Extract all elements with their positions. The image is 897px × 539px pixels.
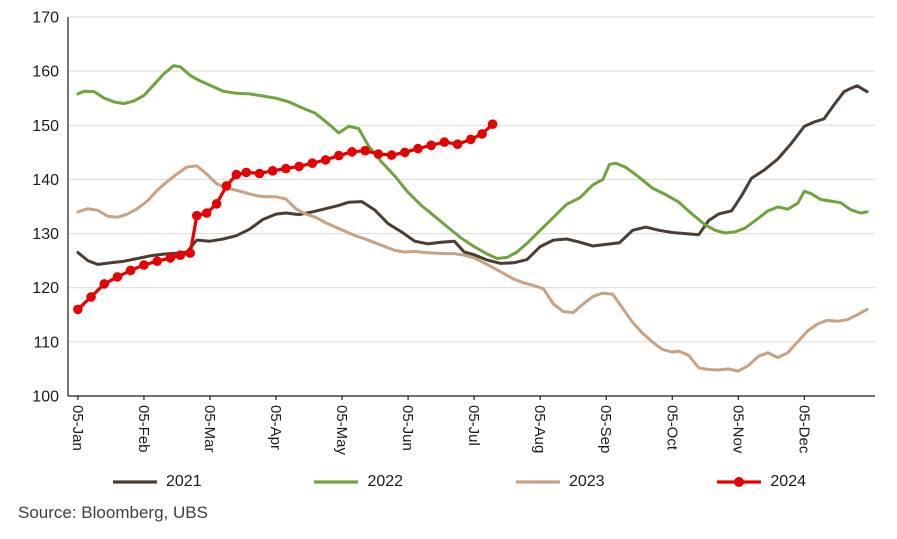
series-2024-marker <box>281 163 291 174</box>
series-2024-marker <box>185 248 195 258</box>
x-tick-label: 05-Aug <box>531 405 548 453</box>
y-tick-label: 100 <box>32 389 59 406</box>
series-2024-marker <box>125 265 136 276</box>
series-2024-marker <box>112 272 123 282</box>
x-tick-label: 05-Mar <box>201 405 218 453</box>
series-2024-marker <box>373 149 384 159</box>
series-2024-marker <box>211 199 222 209</box>
series-2024-marker <box>413 143 423 154</box>
y-tick-label: 110 <box>33 334 59 351</box>
series-2024-marker <box>320 155 331 165</box>
series-2024-marker <box>73 304 83 315</box>
series-2024-marker <box>221 181 232 191</box>
legend-item-2021: 2021 <box>112 473 202 491</box>
series-2024-marker <box>201 208 212 218</box>
legend-swatch-2022 <box>314 480 359 484</box>
series-2024-marker <box>386 150 397 160</box>
x-tick-label: 05-Dec <box>795 405 812 454</box>
legend-swatch-2021 <box>113 480 157 484</box>
series-2024-marker <box>452 139 463 149</box>
y-tick-label: 160 <box>32 64 59 81</box>
legend-item-2022: 2022 <box>313 473 403 491</box>
legend-swatch-2023 <box>515 480 560 484</box>
y-tick-label: 150 <box>32 118 59 135</box>
series-2022-line <box>76 64 869 260</box>
series-2024-marker <box>347 147 357 157</box>
series-2023-line <box>76 164 869 373</box>
series-2024-marker <box>139 260 149 270</box>
y-tick-label: 170 <box>32 10 59 27</box>
series-2024-marker <box>254 168 265 179</box>
series-2021-line <box>76 84 869 266</box>
series-2024-marker <box>165 253 176 263</box>
series-2024-marker <box>231 169 242 180</box>
series-2024-marker <box>466 134 476 145</box>
legend-label: 2022 <box>367 473 404 490</box>
series-2024-marker <box>426 140 437 151</box>
legend-label: 2021 <box>166 473 202 490</box>
source-note: Source: Bloomberg, UBS <box>18 503 208 522</box>
series-2024-marker <box>360 145 371 156</box>
x-tick-label: 05-Sep <box>597 405 614 453</box>
series-2024-marker <box>487 119 498 129</box>
legend-item-2024: 2024 <box>716 473 806 491</box>
series-2024-marker <box>477 129 487 139</box>
series-2024-marker <box>400 147 410 158</box>
x-tick-label: 05-Jun <box>399 405 416 451</box>
legend-swatch-2024 <box>717 477 762 487</box>
series-2024-marker <box>267 166 278 176</box>
x-tick-label: 05-May <box>333 405 350 456</box>
legend-item-2023: 2023 <box>515 473 605 491</box>
x-tick-label: 05-Nov <box>729 405 746 454</box>
x-tick-label: 05-Oct <box>663 405 680 451</box>
x-tick-label: 05-Feb <box>135 405 152 453</box>
x-tick-label: 05-Apr <box>267 405 284 450</box>
x-tick-label: 05-Jan <box>69 405 86 451</box>
series-2024-marker <box>439 137 450 147</box>
series-2024-marker <box>86 292 96 302</box>
x-tick-label: 05-Jul <box>465 405 482 446</box>
series-2024-marker <box>152 256 162 267</box>
legend-label: 2024 <box>770 473 806 490</box>
series-2024-marker <box>294 161 304 172</box>
series-2024-line <box>76 122 495 311</box>
y-tick-label: 130 <box>32 226 59 243</box>
chart-legend: 2021 2022 2023 2024 <box>112 473 806 491</box>
series-2024-marker <box>192 210 202 221</box>
y-tick-label: 120 <box>32 280 59 297</box>
series-2024-marker <box>99 279 110 289</box>
y-tick-label: 140 <box>32 172 59 189</box>
series-2024-marker <box>241 167 252 178</box>
series-2024-marker <box>175 250 186 260</box>
legend-label: 2023 <box>568 473 605 490</box>
series-2024-marker <box>307 158 318 168</box>
series-2024-marker <box>334 150 344 161</box>
